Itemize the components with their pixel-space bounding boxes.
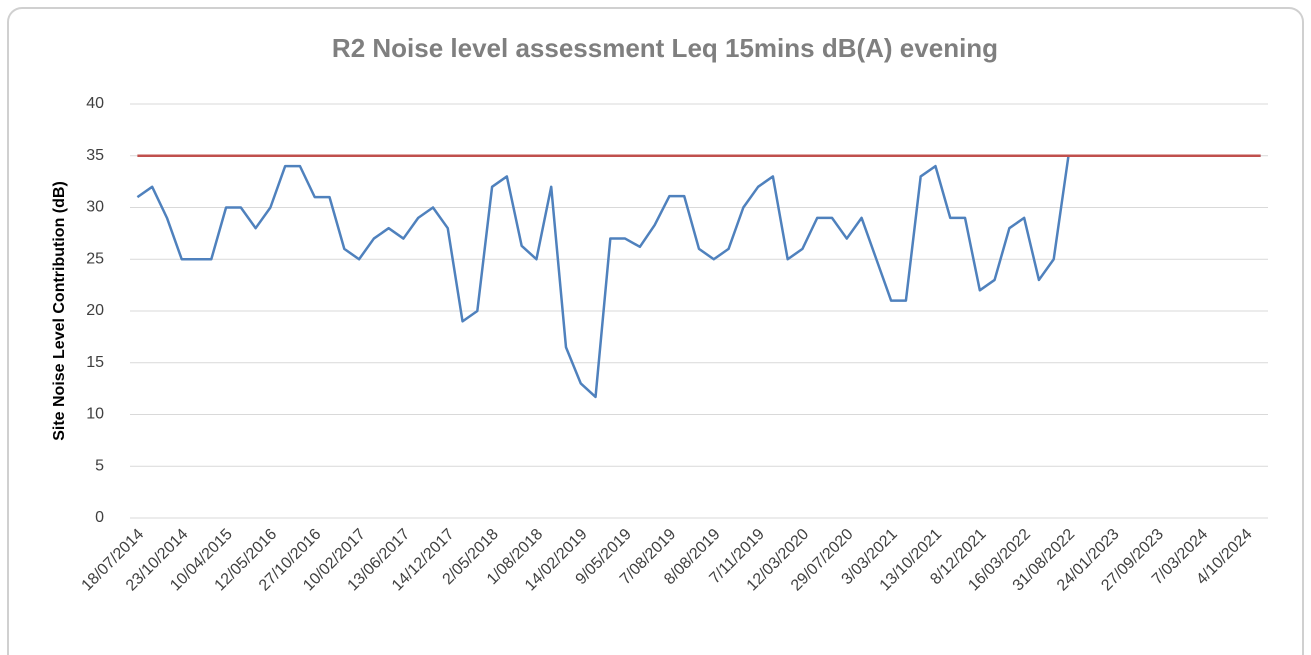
y-tick-label: 15 [86,354,104,371]
chart-frame [7,7,1304,655]
y-tick-label: 30 [86,199,104,216]
y-axis-label: Site Noise Level Contribution (dB) [51,181,68,441]
y-tick-label: 10 [86,406,104,423]
y-tick-label: 35 [86,147,104,164]
y-tick-label: 20 [86,302,104,319]
chart-title: R2 Noise level assessment Leq 15mins dB(… [332,33,998,63]
y-tick-label: 25 [86,250,104,267]
y-tick-label: 40 [86,95,104,112]
y-tick-label: 0 [95,509,104,526]
y-tick-label: 5 [95,457,104,474]
